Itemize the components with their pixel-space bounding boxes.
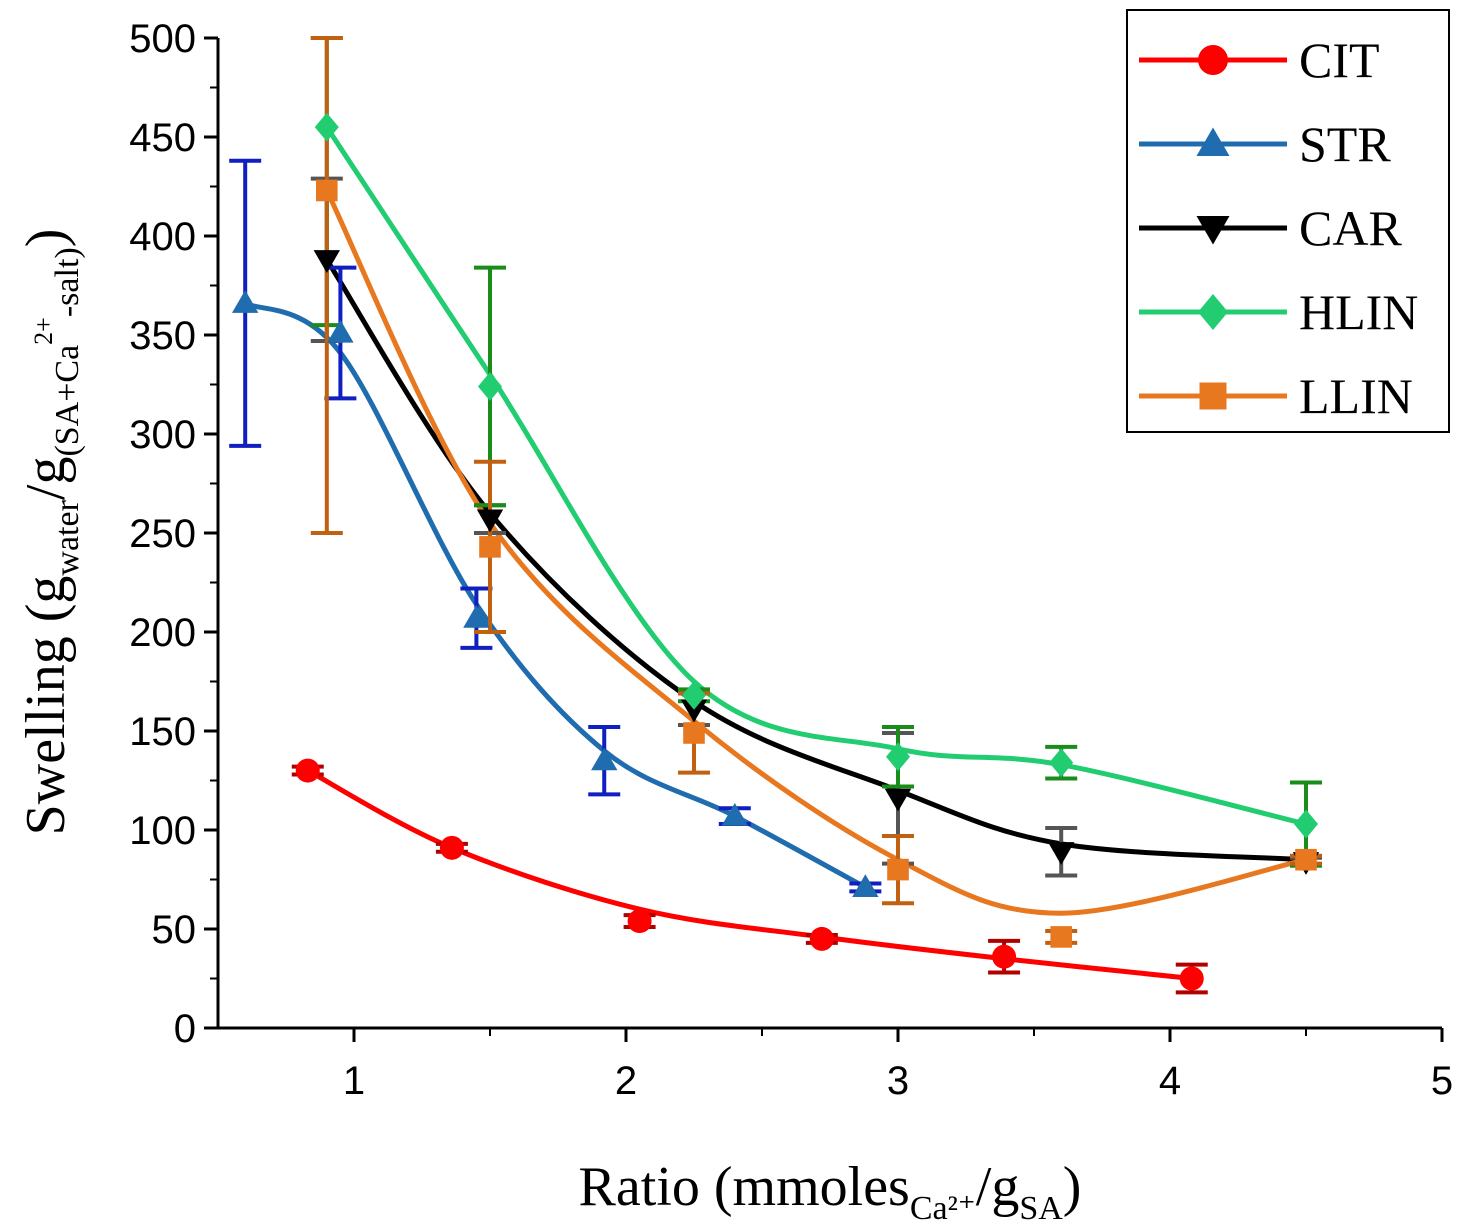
- y-tick-label: 350: [129, 314, 196, 358]
- y-axis-title: Swelling (gwater/g(SA+Ca2+-salt)): [15, 229, 86, 836]
- legend-box: [1126, 9, 1450, 433]
- legend-marker-str: [1196, 127, 1230, 156]
- legend-marker-cit: [1198, 45, 1228, 75]
- llin-curve: [324, 189, 1307, 916]
- y-tick-label: 0: [174, 1007, 196, 1051]
- str-data-point: [852, 874, 879, 898]
- hlin-data-point: [478, 372, 502, 401]
- y-tick-label: 250: [129, 512, 196, 556]
- str-data-point: [327, 319, 354, 343]
- legend-label-llin: LLIN: [1299, 368, 1413, 424]
- x-tick-label: 5: [1431, 1059, 1453, 1103]
- llin-data-point: [683, 722, 705, 744]
- legend-label-str: STR: [1299, 116, 1391, 172]
- y-tick-label: 200: [129, 611, 196, 655]
- axes-layer: 0 50 100 150 200 250 300 350 400 450 500 1 2 3 4 5: [129, 17, 1453, 1103]
- x-tick-label: 1: [343, 1059, 365, 1103]
- y-tick-label: 500: [129, 17, 196, 61]
- x-tick-label: 4: [1159, 1059, 1181, 1103]
- car-data-point: [476, 509, 504, 533]
- markers-layer: [232, 112, 1320, 991]
- car-data-point: [313, 250, 340, 273]
- llin-data-point: [1050, 926, 1072, 948]
- car-data-point: [884, 788, 912, 812]
- hlin-curve: [324, 125, 1307, 827]
- str-data-point: [591, 747, 618, 771]
- y-tick-label: 50: [152, 908, 197, 952]
- x-tick-label: 2: [615, 1059, 637, 1103]
- str-data-point: [232, 290, 259, 313]
- cit-data-point: [809, 926, 834, 951]
- llin-data-point: [887, 858, 909, 881]
- y-tick-label: 100: [129, 809, 196, 853]
- x-tick-label: 3: [887, 1059, 909, 1103]
- str-data-point: [463, 604, 490, 628]
- legend-label-car: CAR: [1299, 200, 1402, 256]
- cit-data-point: [295, 758, 320, 783]
- llin-data-point: [1295, 848, 1317, 871]
- y-tick-label: 400: [129, 215, 196, 259]
- hlin-data-point: [314, 112, 339, 142]
- legend-label-cit: CIT: [1299, 32, 1380, 88]
- legend-marker-hlin: [1198, 294, 1228, 330]
- hlin-data-point: [682, 680, 706, 710]
- legend-marker-llin: [1199, 382, 1227, 410]
- car-data-point: [680, 699, 708, 723]
- x-axis-title: Ratio (mmolesCa²⁺/gSA): [579, 1156, 1082, 1227]
- legend: CIT STR CAR HLIN LLIN: [1126, 9, 1450, 433]
- str-data-point: [721, 802, 748, 826]
- hlin-data-point: [1294, 809, 1318, 839]
- car-data-point: [1048, 842, 1075, 865]
- hlin-data-point: [886, 742, 910, 772]
- y-tick-label: 450: [129, 116, 196, 160]
- hlin-data-point: [1049, 748, 1074, 778]
- cit-data-point: [992, 944, 1017, 969]
- legend-label-hlin: HLIN: [1299, 284, 1418, 340]
- y-tick-label: 150: [129, 710, 196, 754]
- str-curve: [244, 300, 867, 890]
- llin-data-point: [479, 536, 501, 558]
- legend-marker-car: [1196, 216, 1230, 245]
- y-tick-label: 300: [129, 413, 196, 457]
- cit-data-point: [439, 835, 464, 860]
- y-axis-title-group: Swelling (gwater/g(SA+Ca2+-salt)): [15, 229, 86, 836]
- cit-data-point: [1179, 966, 1204, 991]
- llin-data-point: [316, 179, 338, 202]
- cit-data-point: [627, 909, 652, 934]
